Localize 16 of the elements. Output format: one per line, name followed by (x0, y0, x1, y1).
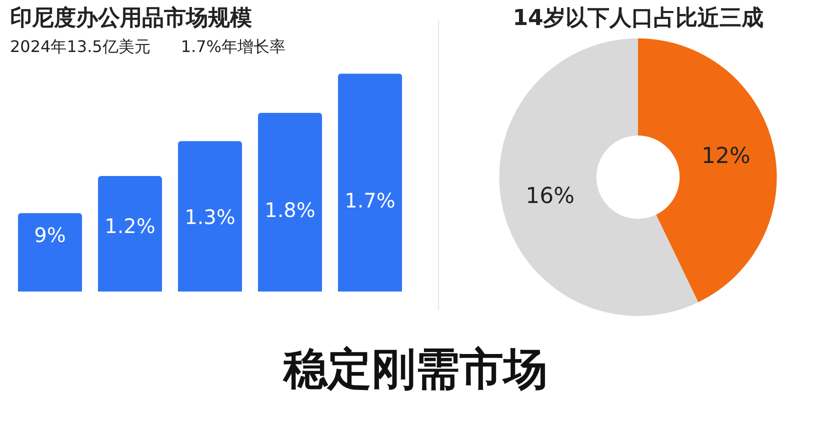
annotation: 1.8% (264, 198, 316, 222)
annotation: 9% (34, 223, 66, 248)
annotation: 1.3% (184, 205, 236, 230)
text: 稳定刚需市场 (282, 343, 548, 397)
bar (18, 213, 82, 292)
chart-title: 印尼度办公用品市场规模 (10, 4, 252, 31)
annotation: 1.7% (344, 188, 396, 212)
bar (98, 176, 162, 292)
chart-title: 14岁以下人口占比近三成 (512, 6, 764, 31)
bar (178, 141, 242, 292)
data-label: 16% (526, 184, 574, 209)
bar (338, 74, 402, 292)
annotation: 1.2% (104, 214, 156, 238)
data-label: 12% (702, 144, 750, 169)
chart-subtitle: 2024年13.5亿美元 1.7%年增长率 (10, 37, 286, 56)
bar (258, 112, 322, 292)
